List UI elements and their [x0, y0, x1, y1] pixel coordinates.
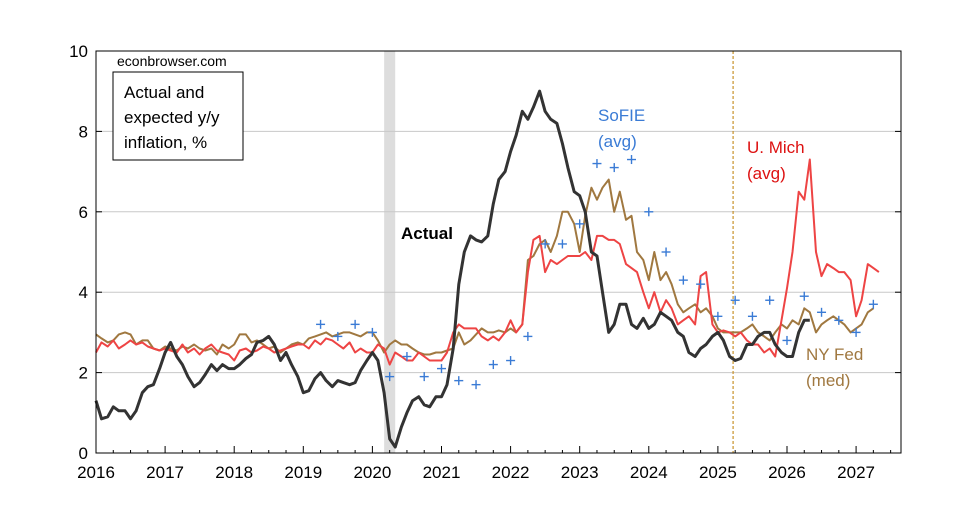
- y-tick-label: 4: [79, 283, 88, 302]
- x-tick-label: 2027: [837, 463, 875, 482]
- x-tick-label: 2024: [630, 463, 668, 482]
- sofie-point: [799, 291, 809, 301]
- sofie-point: [436, 364, 446, 374]
- sofie-point: [661, 247, 671, 257]
- y-tick-label: 8: [79, 122, 88, 141]
- sofie-point: [851, 327, 861, 337]
- sofie-point: [678, 275, 688, 285]
- source-note: econbrowser.com: [117, 53, 227, 69]
- label-nyfed-line-1: NY Fed: [806, 345, 863, 364]
- y-tick-label: 2: [79, 364, 88, 383]
- sofie-point: [713, 311, 723, 321]
- label-sofie-line-1: SoFIE: [598, 106, 645, 125]
- x-tick-label: 2021: [423, 463, 461, 482]
- y-tick-label: 6: [79, 203, 88, 222]
- sofie-point: [730, 295, 740, 305]
- sofie-point: [627, 155, 637, 165]
- sofie-point: [609, 163, 619, 173]
- sofie-point: [367, 327, 377, 337]
- y-axis: 0 2 4 6 8 10: [69, 42, 901, 463]
- sofie-point: [506, 356, 516, 366]
- sofie-point: [644, 207, 654, 217]
- recession-shading: [384, 51, 396, 453]
- sofie-point: [868, 299, 878, 309]
- label-actual: Actual: [401, 224, 453, 243]
- sofie-point: [523, 331, 533, 341]
- x-tick-label: 2019: [284, 463, 322, 482]
- x-tick-label: 2016: [77, 463, 115, 482]
- x-axis: 2016 2017 2018 2019 2020 2021 2022 2023 2024 2025…: [77, 446, 892, 482]
- x-tick-label: 2020: [353, 463, 391, 482]
- sofie-point: [834, 315, 844, 325]
- sofie-point: [557, 239, 567, 249]
- sofie-point: [471, 380, 481, 390]
- legend-box-line-2: expected y/y: [124, 108, 220, 127]
- sofie-point: [454, 376, 464, 386]
- sofie-point: [747, 311, 757, 321]
- legend-box-line-3: inflation, %: [124, 133, 207, 152]
- x-tick-label: 2017: [146, 463, 184, 482]
- label-umich-line-1: U. Mich: [747, 138, 805, 157]
- x-tick-label: 2023: [561, 463, 599, 482]
- sofie-point: [782, 335, 792, 345]
- y-tick-label: 0: [79, 444, 88, 463]
- sofie-point: [696, 279, 706, 289]
- sofie-points: [316, 155, 878, 390]
- label-umich-line-2: (avg): [747, 164, 786, 183]
- x-tick-label: 2025: [699, 463, 737, 482]
- plot-frame: [95, 50, 902, 454]
- sofie-point: [765, 295, 775, 305]
- label-sofie-line-2: (avg): [598, 132, 637, 151]
- sofie-point: [316, 319, 326, 329]
- sofie-point: [402, 352, 412, 362]
- sofie-point: [592, 159, 602, 169]
- legend-box: [112, 71, 244, 161]
- x-tick-label: 2026: [768, 463, 806, 482]
- sofie-point: [817, 307, 827, 317]
- y-tick-label: 10: [69, 42, 88, 61]
- sofie-point: [350, 319, 360, 329]
- sofie-point: [488, 360, 498, 370]
- sofie-point: [385, 372, 395, 382]
- series-lines: [94, 89, 880, 449]
- legend-box-line-1: Actual and: [124, 83, 204, 102]
- sofie-point: [419, 372, 429, 382]
- series-actual-line: [94, 89, 810, 449]
- label-nyfed-line-2: (med): [806, 371, 850, 390]
- series-nyfed-line: [95, 178, 874, 356]
- x-tick-label: 2018: [215, 463, 253, 482]
- series-umich-line: [95, 158, 880, 366]
- x-tick-label: 2022: [492, 463, 530, 482]
- sofie-point: [575, 219, 585, 229]
- sofie-point: [540, 239, 550, 249]
- sofie-point: [333, 331, 343, 341]
- recession-band: [384, 51, 396, 453]
